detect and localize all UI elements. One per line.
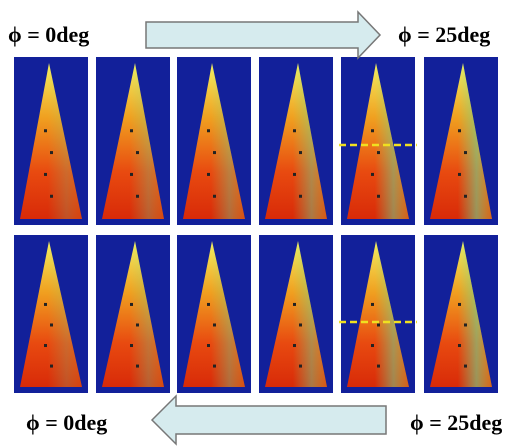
label: ϕ = 25deg (410, 410, 502, 435)
label: ϕ = 0deg (8, 22, 89, 47)
label: ϕ = 25deg (398, 22, 490, 47)
marker-dot (464, 151, 467, 154)
marker-dot (207, 303, 210, 306)
marker-dot (44, 129, 47, 132)
marker-dot (136, 365, 139, 368)
marker-dot (464, 365, 467, 368)
marker-dot (213, 195, 216, 198)
marker-dot (207, 173, 210, 176)
marker-dot (299, 365, 302, 368)
marker-dot (207, 129, 210, 132)
arrow-right (146, 12, 380, 58)
marker-dot (130, 344, 133, 347)
marker-dot (371, 344, 374, 347)
marker-dot (50, 151, 53, 154)
marker-dot (458, 129, 461, 132)
marker-dot (371, 303, 374, 306)
marker-dot (130, 173, 133, 176)
arrow-left (152, 396, 386, 444)
marker-dot (293, 173, 296, 176)
marker-dot (458, 344, 461, 347)
marker-dot (44, 173, 47, 176)
marker-dot (371, 129, 374, 132)
marker-dot (377, 151, 380, 154)
marker-dot (207, 344, 210, 347)
marker-dot (50, 365, 53, 368)
marker-dot (293, 129, 296, 132)
marker-dot (44, 303, 47, 306)
marker-dot (293, 303, 296, 306)
marker-dot (377, 323, 380, 326)
marker-dot (458, 173, 461, 176)
marker-dot (213, 365, 216, 368)
marker-dot (299, 323, 302, 326)
marker-dot (293, 344, 296, 347)
marker-dot (299, 151, 302, 154)
marker-dot (50, 323, 53, 326)
marker-dot (136, 195, 139, 198)
marker-dot (213, 323, 216, 326)
marker-dot (130, 303, 133, 306)
marker-dot (130, 129, 133, 132)
marker-dot (377, 365, 380, 368)
marker-dot (464, 323, 467, 326)
marker-dot (136, 323, 139, 326)
marker-dot (464, 195, 467, 198)
label: ϕ = 0deg (26, 410, 107, 435)
page: ϕ = 0deg ϕ = 25deg ϕ = 0deg ϕ = 25deg ((… (0, 0, 524, 446)
panels (14, 57, 498, 393)
marker-dot (377, 195, 380, 198)
marker-dot (50, 195, 53, 198)
marker-dot (136, 151, 139, 154)
marker-dot (458, 303, 461, 306)
marker-dot (44, 344, 47, 347)
marker-dot (299, 195, 302, 198)
figure: ϕ = 0deg ϕ = 25deg ϕ = 0deg ϕ = 25deg (0, 0, 524, 446)
marker-dot (213, 151, 216, 154)
marker-dot (371, 173, 374, 176)
